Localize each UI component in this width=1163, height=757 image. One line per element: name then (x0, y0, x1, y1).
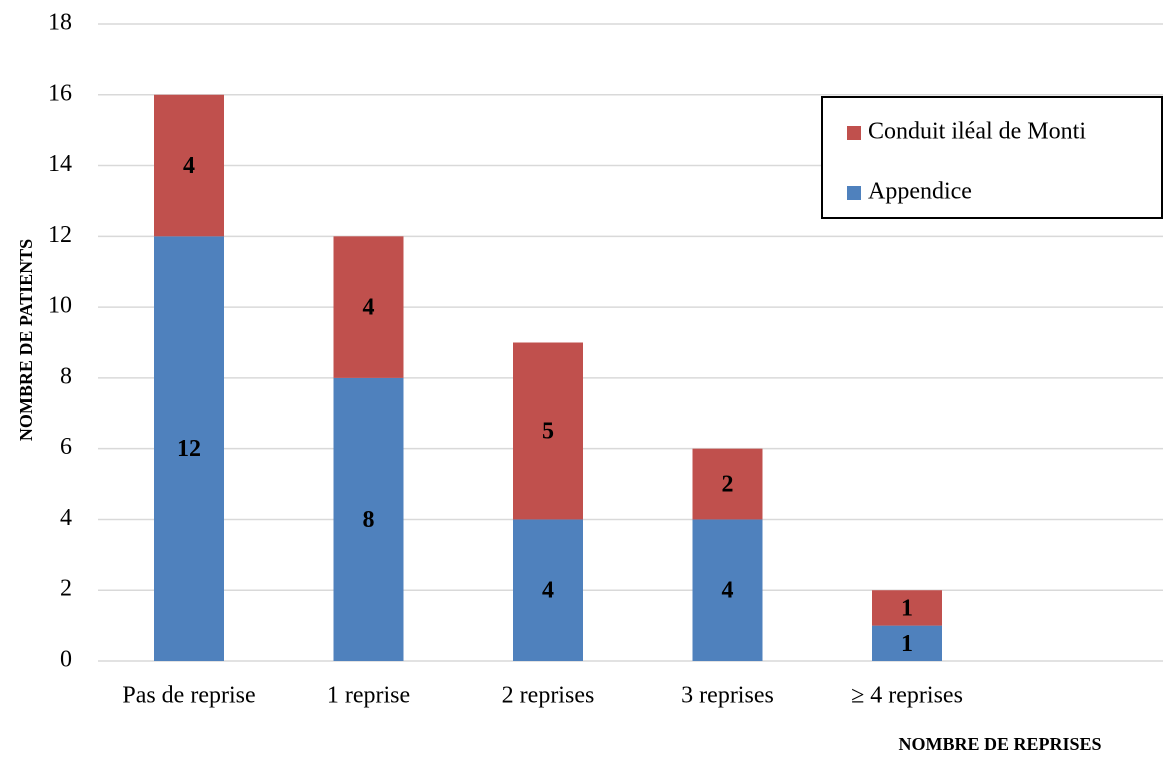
bar-segment (692, 519, 763, 661)
bar-segment (872, 590, 942, 626)
x-tick-label: 1 reprise (327, 683, 410, 709)
data-label: 1 (901, 595, 913, 621)
bar-segment (154, 236, 224, 662)
y-tick-label: 8 (60, 363, 72, 389)
bar-segment (154, 94, 224, 237)
data-label: 4 (183, 153, 195, 179)
data-label: 8 (363, 507, 375, 533)
data-label: 5 (542, 418, 554, 444)
legend-swatch (847, 126, 861, 140)
x-tick-label: ≥ 4 reprises (851, 683, 963, 709)
data-label: 1 (901, 631, 913, 657)
y-tick-label: 12 (48, 222, 72, 248)
y-tick-label: 6 (60, 434, 72, 460)
data-label: 4 (542, 578, 554, 604)
y-tick-label: 0 (60, 647, 72, 673)
y-tick-label: 4 (60, 505, 72, 531)
x-tick-label: 3 reprises (681, 683, 774, 709)
x-tick-label: Pas de reprise (122, 683, 255, 709)
y-tick-label: 16 (48, 80, 72, 106)
bar-segment (513, 342, 583, 520)
x-axis-title: NOMBRE DE REPRISES (898, 734, 1101, 754)
legend-label: Conduit iléal de Monti (868, 119, 1086, 145)
data-label: 12 (177, 436, 201, 462)
y-tick-label: 14 (48, 151, 72, 177)
y-tick-label: 10 (48, 293, 72, 319)
bar-segment (333, 236, 404, 378)
bar-segment (333, 377, 404, 661)
legend-label: Appendice (868, 179, 972, 205)
y-tick-label: 2 (60, 576, 72, 602)
y-axis-title: NOMBRE DE PATIENTS (16, 239, 36, 441)
data-label: 4 (363, 295, 375, 321)
x-tick-label: 2 reprises (502, 683, 595, 709)
bar-segment (872, 625, 942, 661)
y-tick-label: 18 (48, 10, 72, 36)
data-label: 4 (722, 578, 734, 604)
legend-swatch (847, 186, 861, 200)
bar-segment (513, 519, 583, 661)
data-label: 2 (722, 472, 734, 498)
legend-box (821, 96, 1163, 219)
bar-segment (692, 448, 763, 520)
